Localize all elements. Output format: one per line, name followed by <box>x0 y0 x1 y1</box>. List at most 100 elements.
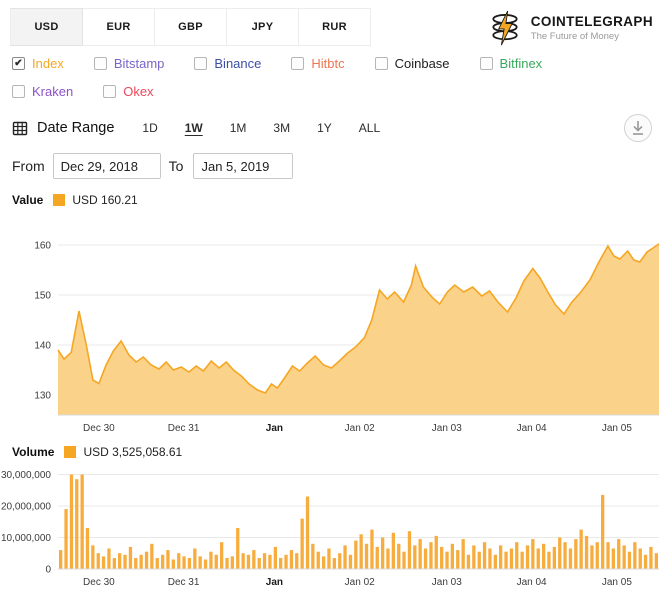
tab-eur[interactable]: EUR <box>83 8 155 46</box>
download-button[interactable] <box>623 113 653 143</box>
checkbox-icon[interactable] <box>93 57 107 70</box>
volume-bar <box>515 542 519 569</box>
volume-bar <box>499 545 503 569</box>
exchange-checkbox-bitstamp[interactable]: Bitstamp <box>93 56 164 71</box>
volume-legend: Volume USD 3,525,058.61 <box>12 445 653 459</box>
exchange-checkbox-coinbase[interactable]: Coinbase <box>374 56 450 71</box>
logo-text: COINTELEGRAPH The Future of Money <box>531 14 653 42</box>
exchange-checkbox-index[interactable]: Index <box>12 56 64 71</box>
volume-bar <box>429 542 433 569</box>
volume-bar <box>359 534 363 569</box>
y-axis-label: 130 <box>34 391 51 402</box>
price-legend-swatch <box>53 194 66 206</box>
volume-bar <box>440 546 444 569</box>
volume-bar <box>203 559 208 569</box>
checkbox-checked-icon[interactable] <box>12 57 25 70</box>
exchange-checkbox-okex[interactable]: Okex <box>103 84 154 99</box>
volume-bar <box>633 542 637 569</box>
exchange-checkbox-bitfinex[interactable]: Bitfinex <box>479 56 543 71</box>
volume-bar <box>364 543 369 569</box>
volume-legend-value: USD 3,525,058.61 <box>83 445 183 459</box>
volume-bar <box>279 558 283 569</box>
range-preset-1y[interactable]: 1Y <box>317 121 332 135</box>
volume-bar <box>305 496 310 569</box>
exchange-filters: Index Bitstamp Binance Hitbtc Coinbase Bitfin… <box>12 56 653 99</box>
checkbox-icon[interactable] <box>479 57 493 70</box>
volume-bar <box>601 494 605 569</box>
volume-bar <box>568 548 573 569</box>
volume-bar <box>552 546 556 569</box>
x-axis-label: Dec 31 <box>168 423 200 434</box>
volume-bar <box>118 553 122 569</box>
price-legend-value: USD 160.21 <box>72 193 138 207</box>
y-axis-label: 0 <box>45 565 51 576</box>
to-date-input[interactable] <box>193 153 294 179</box>
volume-bar <box>198 556 202 569</box>
volume-bar <box>563 542 567 569</box>
exchange-checkbox-binance[interactable]: Binance <box>194 56 261 71</box>
exchange-label: Okex <box>123 84 154 99</box>
volume-bar <box>177 553 181 569</box>
range-preset-1m[interactable]: 1M <box>229 121 247 135</box>
volume-bar <box>338 553 342 569</box>
tab-rur[interactable]: RUR <box>299 8 371 46</box>
volume-bar <box>466 554 471 569</box>
tab-gbp[interactable]: GBP <box>155 8 227 46</box>
checkbox-icon[interactable] <box>12 85 25 98</box>
checkbox-icon[interactable] <box>194 57 208 70</box>
volume-bar <box>472 545 476 569</box>
volume-bar <box>558 537 562 569</box>
volume-bar <box>413 545 417 569</box>
range-preset-1w[interactable]: 1W <box>184 121 203 135</box>
volume-bar <box>230 556 234 569</box>
volume-bar <box>327 548 331 569</box>
range-preset-all[interactable]: ALL <box>358 121 381 135</box>
range-preset-3m[interactable]: 3M <box>273 121 291 135</box>
volume-bar <box>370 529 374 569</box>
x-axis-label: Dec 31 <box>168 577 200 588</box>
x-axis-label: Jan 03 <box>432 577 462 588</box>
checkbox-icon[interactable] <box>291 57 305 70</box>
from-date-input[interactable] <box>52 153 161 179</box>
price-line <box>57 243 660 394</box>
checkbox-icon[interactable] <box>374 57 388 70</box>
exchange-label: Bitfinex <box>499 56 543 71</box>
exchange-checkbox-hitbtc[interactable]: Hitbtc <box>291 56 345 71</box>
volume-bar <box>638 548 642 569</box>
volume-bar <box>574 539 578 569</box>
volume-bar <box>241 553 245 569</box>
volume-bar <box>91 545 95 569</box>
range-preset-1d[interactable]: 1D <box>142 121 158 135</box>
volume-bar <box>391 532 395 569</box>
price-legend: Value USD 160.21 <box>12 193 653 207</box>
volume-chart[interactable]: 0 10,000,000 20,000,000 30,000,000 Dec 30 Dec… <box>0 459 665 597</box>
volume-bar <box>225 558 229 569</box>
volume-bar <box>316 551 320 569</box>
logo-title: COINTELEGRAPH <box>530 14 653 29</box>
volume-bar <box>273 546 277 569</box>
volume-bar <box>150 543 154 569</box>
volume-bar <box>101 556 106 569</box>
price-area-fill <box>58 243 659 415</box>
logo-tagline: The Future of Money <box>530 31 619 42</box>
volume-bar <box>493 554 497 569</box>
checkbox-icon[interactable] <box>103 85 117 98</box>
tab-jpy[interactable]: JPY <box>227 8 299 46</box>
from-label: From <box>12 158 45 174</box>
calendar-icon <box>12 121 28 136</box>
volume-bar <box>622 545 626 569</box>
volume-bar <box>611 548 615 569</box>
x-axis-label: Jan 02 <box>345 577 375 588</box>
volume-bar <box>445 551 449 569</box>
volume-bar <box>332 558 336 569</box>
volume-bar <box>375 546 379 569</box>
price-chart[interactable]: 130 140 150 160 Dec 30 Dec 31 Jan Jan 02 Jan 03 J… <box>0 207 665 437</box>
volume-bar <box>649 546 653 569</box>
exchange-checkbox-kraken[interactable]: Kraken <box>12 84 73 99</box>
y-axis-label: 140 <box>34 341 51 352</box>
volume-bar <box>295 553 299 569</box>
volume-bar <box>397 543 401 569</box>
tab-usd[interactable]: USD <box>10 8 83 46</box>
range-presets: 1D 1W 1M 3M 1Y ALL <box>142 121 380 135</box>
